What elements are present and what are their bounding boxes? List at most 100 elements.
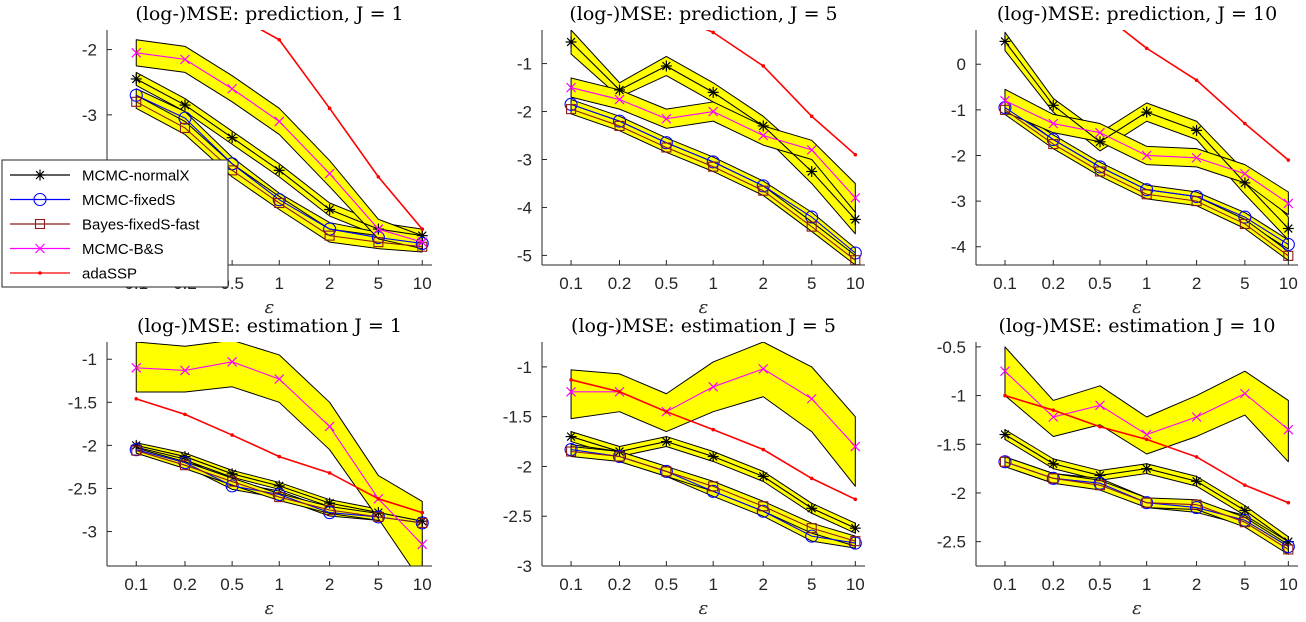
mcmc-b-s-point bbox=[614, 94, 625, 105]
chart-title: (log-)MSE: estimation J = 5 bbox=[571, 315, 836, 337]
x-tick-label: 5 bbox=[374, 575, 383, 594]
mcmc-b-s-point bbox=[806, 144, 817, 155]
mcmc-fixeds-point bbox=[225, 479, 239, 493]
y-tick-label: -1.5 bbox=[937, 435, 966, 454]
mcmc-fixeds-point bbox=[612, 449, 627, 464]
series-line-bayes-fixeds-fast bbox=[1004, 461, 1289, 550]
mcmc-b-s-point bbox=[1095, 127, 1105, 138]
x-tick-label: 0.1 bbox=[559, 274, 583, 293]
adassp-point bbox=[1194, 455, 1199, 459]
bayes-fixeds-fast-point bbox=[806, 221, 817, 232]
y-tick-label: -1.5 bbox=[503, 408, 532, 427]
y-tick-label: -1 bbox=[82, 350, 97, 369]
bayes-fixeds-fast-point bbox=[1191, 499, 1202, 510]
x-tick-label: 10 bbox=[413, 575, 432, 594]
confidence-band-bayes-fixeds-fast bbox=[135, 94, 423, 253]
x-axis-label: ε bbox=[1132, 297, 1142, 318]
y-tick-label: -3 bbox=[82, 106, 97, 125]
bayes-fixeds-fast-point bbox=[373, 511, 384, 522]
mcmc-b-s-point bbox=[708, 381, 719, 392]
chart-panel-3: -4 -3 -2 -1 0 0.1 0.2 0.5 1 2 5 10 ε (log-)MSE: predi… bbox=[951, 3, 1298, 318]
x-tick-label: 5 bbox=[807, 274, 816, 293]
legend-mcmc-normalx-point bbox=[34, 169, 46, 181]
y-tick-label: -2.5 bbox=[503, 507, 532, 526]
adassp-point bbox=[1243, 121, 1247, 126]
series-adassp bbox=[134, 397, 425, 515]
mcmc-normalx-point bbox=[1047, 99, 1059, 111]
series-mcmc-normalx bbox=[565, 36, 861, 225]
bayes-fixeds-fast-point bbox=[614, 120, 625, 131]
mcmc-fixeds-point bbox=[178, 111, 192, 125]
mcmc-fixeds-point bbox=[129, 88, 143, 102]
mcmc-normalx-point bbox=[707, 450, 719, 462]
series-bayes-fixeds-fast bbox=[999, 456, 1294, 555]
mcmc-b-s-point bbox=[850, 441, 861, 452]
y-tick-label: -2.5 bbox=[68, 479, 97, 498]
series-adassp bbox=[1003, 393, 1291, 505]
mcmc-b-s-point bbox=[227, 83, 238, 94]
mcmc-b-s-point bbox=[1191, 412, 1202, 422]
mcmc-b-s-point bbox=[131, 362, 142, 373]
mcmc-normalx-point bbox=[849, 213, 861, 225]
x-tick-label: 10 bbox=[1279, 274, 1298, 293]
legend-mcmc-b-s-point bbox=[35, 243, 45, 254]
series-line-bayes-fixeds-fast bbox=[571, 450, 856, 542]
y-tick-label: -2 bbox=[517, 457, 532, 476]
confidence-band-mcmc-b-s bbox=[135, 342, 423, 566]
adassp-point bbox=[1194, 78, 1199, 82]
x-tick-label: 0.5 bbox=[655, 575, 679, 594]
bayes-fixeds-fast-point bbox=[1048, 139, 1059, 150]
bayes-fixeds-fast-point bbox=[179, 122, 191, 133]
mcmc-normalx-point bbox=[1094, 136, 1106, 148]
adassp-point bbox=[134, 397, 139, 401]
adassp-point bbox=[1003, 393, 1007, 398]
series-line-bayes-fixeds-fast bbox=[136, 450, 423, 524]
mcmc-b-s-point bbox=[1048, 412, 1059, 422]
adassp-point bbox=[761, 447, 766, 452]
x-tick-label: 0.5 bbox=[220, 575, 244, 594]
adassp-point bbox=[277, 37, 282, 42]
mcmc-b-s-point bbox=[417, 237, 428, 248]
mcmc-b-s-point bbox=[131, 47, 142, 58]
mcmc-fixeds-point bbox=[706, 484, 720, 498]
adassp-point bbox=[327, 471, 332, 475]
mcmc-normalx-point bbox=[757, 470, 769, 482]
bayes-fixeds-fast-point bbox=[324, 230, 335, 241]
mcmc-normalx-point bbox=[614, 84, 626, 96]
series-mcmc-b-s bbox=[131, 47, 428, 248]
bayes-fixeds-fast-point bbox=[274, 492, 285, 503]
mcmc-normalx-point bbox=[999, 429, 1011, 441]
mcmc-b-s-point bbox=[274, 374, 285, 384]
y-tick-label: -4 bbox=[517, 198, 532, 217]
mcmc-normalx-point bbox=[565, 36, 577, 48]
legend-item-mcmc-normalx: MCMC-normalX bbox=[10, 168, 190, 185]
bayes-fixeds-fast-point bbox=[999, 104, 1011, 115]
bayes-fixeds-fast-point bbox=[131, 445, 142, 456]
series-line-bayes-fixeds-fast bbox=[1004, 109, 1289, 257]
series-mcmc-normalx bbox=[999, 35, 1294, 234]
adassp-point bbox=[376, 175, 381, 179]
x-tick-label: 0.2 bbox=[608, 274, 632, 293]
adassp-point bbox=[569, 378, 573, 382]
x-tick-label: 2 bbox=[325, 575, 334, 594]
mcmc-normalx-point bbox=[226, 468, 238, 480]
mcmc-b-s-point bbox=[1000, 95, 1010, 106]
mcmc-fixeds-point bbox=[371, 510, 385, 524]
mcmc-fixeds-point bbox=[129, 443, 143, 457]
legend-label: MCMC-B&S bbox=[82, 241, 164, 258]
y-tick-label: -2.5 bbox=[937, 533, 966, 552]
x-axis-label: ε bbox=[1132, 598, 1142, 619]
x-axis-label: ε bbox=[265, 297, 275, 318]
bayes-fixeds-fast-point bbox=[1191, 196, 1202, 207]
y-tick-label: -3 bbox=[951, 192, 966, 211]
mcmc-fixeds-point bbox=[659, 464, 673, 478]
mcmc-b-s-point bbox=[1095, 400, 1105, 411]
mcmc-fixeds-point bbox=[272, 193, 286, 207]
legend-item-mcmc-fixeds: MCMC-fixedS bbox=[10, 192, 175, 209]
mcmc-b-s-point bbox=[180, 54, 190, 65]
x-tick-label: 10 bbox=[846, 274, 865, 293]
bayes-fixeds-fast-point bbox=[566, 104, 577, 115]
x-axis-label: ε bbox=[699, 598, 709, 619]
legend-item-mcmc-b-s: MCMC-B&S bbox=[10, 241, 164, 258]
